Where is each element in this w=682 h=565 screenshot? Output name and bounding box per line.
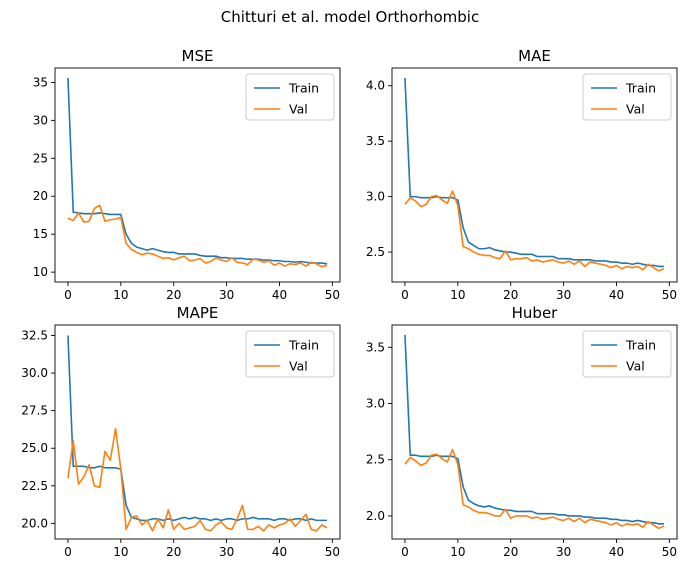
x-tick-label: 20 [166, 288, 181, 302]
subplot-title: MSE [182, 47, 214, 65]
series-line-val [404, 190, 665, 272]
x-tick-label: 50 [325, 545, 340, 559]
x-tick-label: 0 [64, 545, 72, 559]
legend-label-train: Train [625, 81, 656, 96]
subplot-title: MAPE [177, 304, 219, 322]
x-tick-label: 0 [401, 545, 409, 559]
legend: Train Val [582, 73, 672, 121]
legend-label-train: Train [288, 338, 319, 353]
x-tick-label: 0 [401, 288, 409, 302]
axes-frame [54, 324, 341, 540]
x-tick-label: 40 [609, 545, 624, 559]
x-tick-label: 10 [450, 545, 465, 559]
x-tick-label: 10 [113, 288, 128, 302]
y-tick-label: 3.0 [366, 396, 385, 410]
y-tick-label: 25 [33, 151, 48, 165]
legend-label-val: Val [626, 102, 645, 117]
subplot-mae: MAE 0 10 20 30 40 50 2.5 3.0 3.5 4.0 Train Val [366, 47, 678, 302]
y-tick-label: 15 [33, 227, 48, 241]
y-tick-label: 20 [33, 189, 48, 203]
subplot-huber: Huber 0 10 20 30 40 50 2.0 2.5 3.0 3.5 Train Val [366, 304, 678, 559]
figure-title: Chitturi et al. model Orthorhombic [221, 8, 479, 26]
x-tick-label: 20 [166, 545, 181, 559]
x-tick-label: 40 [272, 288, 287, 302]
y-tick-label: 10 [33, 265, 48, 279]
subplot-title: MAE [518, 47, 551, 65]
axes-frame [391, 324, 678, 540]
y-tick-label: 2.5 [366, 245, 385, 259]
x-tick-label: 30 [219, 288, 234, 302]
legend: Train Val [245, 73, 335, 121]
y-tick-label: 20.0 [21, 516, 48, 530]
x-tick-label: 30 [219, 545, 234, 559]
x-tick-label: 10 [450, 288, 465, 302]
legend: Train Val [582, 330, 672, 378]
subplot-mse: MSE 0 10 20 30 40 50 10 15 20 25 30 35 Train Val [33, 47, 341, 302]
y-tick-label: 27.5 [21, 404, 48, 418]
x-tick-label: 30 [556, 545, 571, 559]
x-tick-label: 50 [662, 545, 677, 559]
legend-label-val: Val [289, 359, 308, 374]
x-tick-label: 10 [113, 545, 128, 559]
x-tick-label: 20 [503, 545, 518, 559]
subplot-title: Huber [512, 304, 559, 322]
x-tick-label: 30 [556, 288, 571, 302]
series-line-train [404, 77, 665, 268]
y-tick-label: 35 [33, 75, 48, 89]
x-tick-label: 20 [503, 288, 518, 302]
legend: Train Val [245, 330, 335, 378]
y-tick-label: 2.5 [366, 453, 385, 467]
y-tick-label: 25.0 [21, 441, 48, 455]
axes-frame [391, 67, 678, 283]
y-tick-label: 30 [33, 113, 48, 127]
legend-label-train: Train [288, 81, 319, 96]
legend-label-train: Train [625, 338, 656, 353]
y-tick-label: 30.0 [21, 366, 48, 380]
x-tick-label: 50 [325, 288, 340, 302]
legend-label-val: Val [289, 102, 308, 117]
series-line-val [67, 427, 328, 532]
series-line-train [404, 334, 665, 525]
series-line-train [67, 77, 328, 265]
series-line-val [67, 204, 328, 268]
y-tick-label: 22.5 [21, 479, 48, 493]
axes-frame [54, 67, 341, 283]
x-tick-label: 40 [609, 288, 624, 302]
x-tick-label: 40 [272, 545, 287, 559]
x-tick-label: 0 [64, 288, 72, 302]
y-tick-label: 2.0 [366, 509, 385, 523]
subplot-mape: MAPE 0 10 20 30 40 50 20.0 22.5 25.0 27.5 30.0 32.5 T… [21, 304, 341, 559]
y-tick-label: 3.5 [366, 134, 385, 148]
y-tick-label: 3.5 [366, 340, 385, 354]
y-tick-label: 32.5 [21, 329, 48, 343]
legend-label-val: Val [626, 359, 645, 374]
y-tick-label: 3.0 [366, 190, 385, 204]
series-line-train [67, 335, 328, 522]
y-tick-label: 4.0 [366, 79, 385, 93]
x-tick-label: 50 [662, 288, 677, 302]
series-line-val [404, 448, 665, 530]
